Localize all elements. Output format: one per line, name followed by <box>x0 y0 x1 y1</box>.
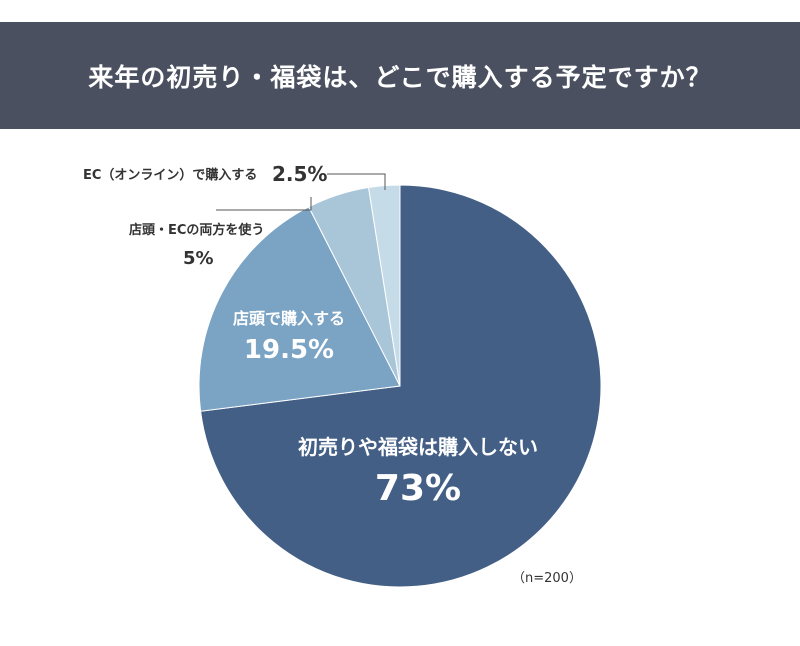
sample-size-note: （n=200） <box>512 571 582 586</box>
page-title: 来年の初売り・福袋は、どこで購入する予定ですか？ <box>88 62 712 92</box>
slice-value-store: 19.5% <box>244 335 334 365</box>
slice-none <box>200 184 602 588</box>
leader-line-both <box>216 197 312 211</box>
leader-line-ec <box>327 173 386 190</box>
slice-value-none: 73% <box>375 468 461 509</box>
slice-value-ec: 2.5% <box>272 162 327 186</box>
header-banner: 来年の初売り・福袋は、どこで購入する予定ですか？ <box>0 22 800 129</box>
pie-slices <box>198 184 602 588</box>
slice-label-none: 初売りや福袋は購入しない <box>298 435 538 459</box>
slice-label-both: 店頭・ECの両方を使う <box>129 222 264 238</box>
slice-value-both: 5% <box>183 248 214 269</box>
slice-ec <box>367 184 401 387</box>
slice-label-store: 店頭で購入する <box>233 309 345 328</box>
slice-label-ec: EC（オンライン）で購入する <box>83 167 257 183</box>
slice-store <box>198 206 401 412</box>
